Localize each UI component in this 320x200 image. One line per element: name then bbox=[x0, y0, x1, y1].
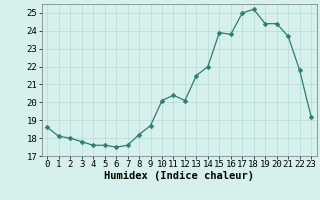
X-axis label: Humidex (Indice chaleur): Humidex (Indice chaleur) bbox=[104, 171, 254, 181]
